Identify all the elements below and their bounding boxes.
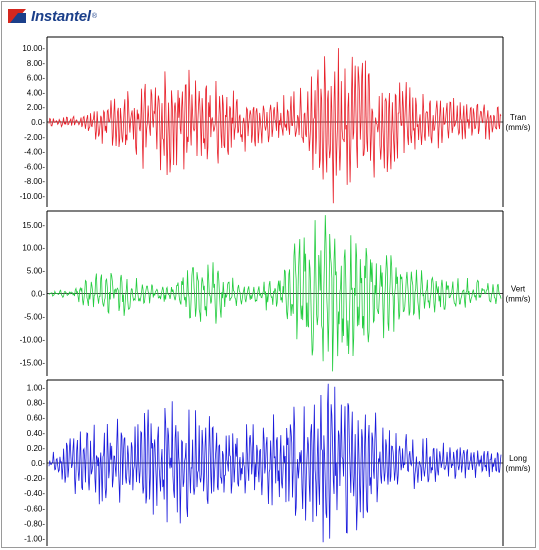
y-tick-label: -2.00- bbox=[24, 133, 45, 142]
y-tick-label: -8.00- bbox=[24, 177, 45, 186]
y-tick-label: 0.80- bbox=[27, 399, 46, 408]
y-tick-label: 8.00- bbox=[27, 59, 46, 68]
y-tick-label: -0.80- bbox=[24, 519, 45, 528]
y-tick-label: 0.0- bbox=[31, 290, 45, 299]
y-tick-label: 1.00- bbox=[27, 384, 46, 393]
y-tick-label: 6.00- bbox=[27, 74, 46, 83]
y-tick-label: 0.20- bbox=[27, 444, 46, 453]
y-tick-label: -10.00- bbox=[20, 192, 46, 201]
y-tick-label: 0.0- bbox=[31, 459, 45, 468]
y-tick-label: -15.00- bbox=[20, 358, 46, 367]
series-line-long bbox=[48, 383, 502, 543]
y-tick-label: -0.20- bbox=[24, 474, 45, 483]
y-tick-label: 0.60- bbox=[27, 414, 46, 423]
y-tick-label: -4.00- bbox=[24, 148, 45, 157]
instantel-logo-icon bbox=[8, 9, 26, 23]
instantel-logo: Instantel ® bbox=[6, 5, 97, 27]
channel-unit-label: (mm/s) bbox=[506, 295, 531, 304]
y-tick-label: 0.0- bbox=[31, 118, 45, 127]
y-tick-label: 10.00- bbox=[22, 244, 45, 253]
logo-text: Instantel bbox=[31, 7, 91, 25]
y-tick-label: -0.40- bbox=[24, 489, 45, 498]
series-line-tran bbox=[48, 48, 502, 204]
series-line-vert bbox=[48, 215, 502, 372]
channel-label: Vert bbox=[511, 285, 526, 294]
y-tick-label: 5.00- bbox=[27, 267, 46, 276]
y-tick-label: 2.00- bbox=[27, 103, 46, 112]
y-tick-label: -0.60- bbox=[24, 504, 45, 513]
channel-label: Tran bbox=[510, 113, 526, 122]
channel-unit-label: (mm/s) bbox=[506, 123, 531, 132]
y-tick-label: 4.00- bbox=[27, 88, 46, 97]
y-tick-label: -1.00- bbox=[24, 534, 45, 543]
y-tick-label: -10.00- bbox=[20, 335, 46, 344]
channel-label: Long bbox=[509, 454, 527, 463]
y-tick-label: 0.40- bbox=[27, 429, 46, 438]
logo-registered-mark: ® bbox=[91, 12, 98, 20]
y-tick-label: 15.00- bbox=[22, 221, 45, 230]
channel-unit-label: (mm/s) bbox=[506, 464, 531, 473]
y-tick-label: -6.00- bbox=[24, 162, 45, 171]
y-tick-label: -5.00- bbox=[24, 312, 45, 321]
y-tick-label: 10.00- bbox=[22, 44, 45, 53]
